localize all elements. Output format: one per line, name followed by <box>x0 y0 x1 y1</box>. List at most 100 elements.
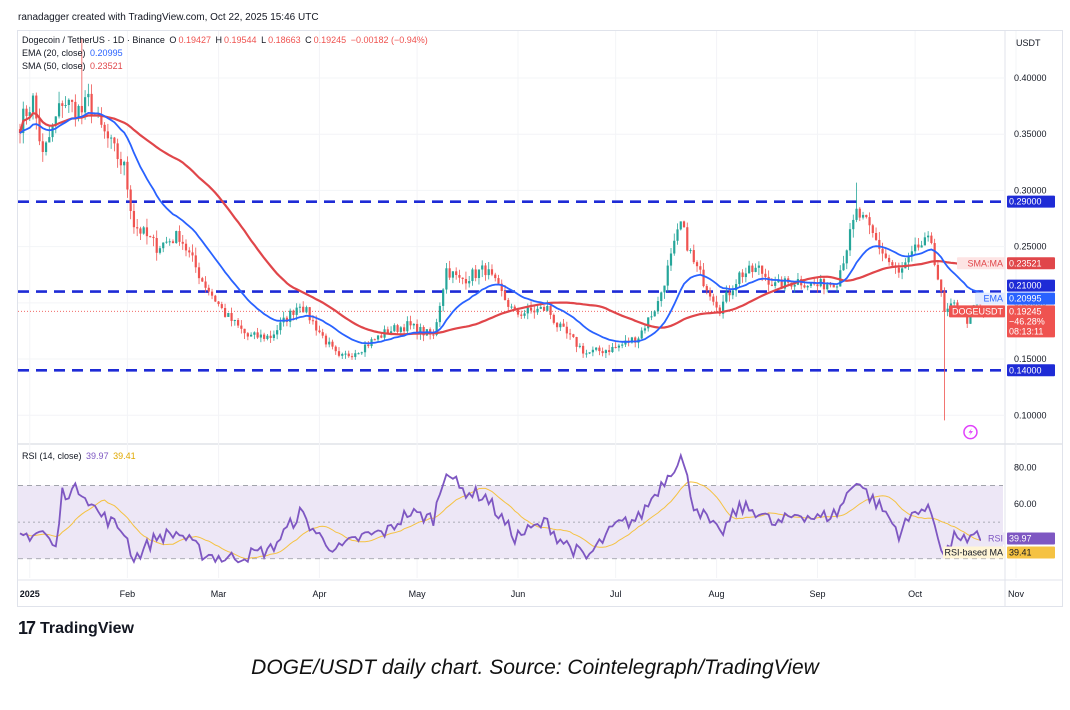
candle-up <box>165 241 168 243</box>
price-badges-layer: 0.290000.23521SMA:MA0.210000.20995EMA0.1… <box>943 195 1055 559</box>
candle-down <box>116 143 119 160</box>
sma-badge-tag: SMA:MA <box>967 258 1003 268</box>
rsi-band-fill <box>18 485 1003 559</box>
candle-down <box>80 105 83 113</box>
candle-down <box>188 250 191 253</box>
last-price-badge-text-1: −46.28% <box>1009 316 1045 326</box>
candle-down <box>507 300 510 307</box>
ohlc-close-label: C <box>305 35 312 45</box>
last-price-badge-text-2: 08:13:11 <box>1009 326 1043 336</box>
candle-up <box>676 229 679 241</box>
candle-down <box>832 284 835 288</box>
candle-up <box>123 161 126 166</box>
candle-up <box>354 353 357 357</box>
candle-down <box>214 295 217 302</box>
rsi-line <box>19 452 984 564</box>
rsi-ma-badge-bg <box>1007 546 1055 559</box>
candle-up <box>298 306 302 308</box>
candle-down <box>562 323 565 327</box>
candle-down <box>533 310 536 313</box>
time-tick-label: Sep <box>809 589 825 599</box>
ema-legend-label: EMA (20, close) <box>22 48 86 58</box>
candle-down <box>347 353 350 357</box>
rsi-badge-text-0: 39.97 <box>1009 533 1032 543</box>
candle-down <box>503 290 507 301</box>
candle-up <box>451 271 455 278</box>
ema-legend[interactable]: EMA (20, close) 0.20995 <box>22 47 125 60</box>
candle-down <box>331 341 334 347</box>
rsi-legend[interactable]: RSI (14, close) 39.97 39.41 <box>22 450 138 463</box>
rsi-badge-tag: RSI <box>988 533 1003 543</box>
figure-caption: DOGE/USDT daily chart. Source: Cointeleg… <box>251 656 819 679</box>
candle-up <box>487 269 490 276</box>
candle-up <box>28 112 31 117</box>
candle-down <box>761 265 764 274</box>
candle-down <box>106 131 109 139</box>
candle-down <box>217 301 220 305</box>
candle-up <box>51 124 54 138</box>
candle-up <box>389 331 393 334</box>
candle-down <box>943 291 946 312</box>
last-price-badge-tag: DOGEUSDT <box>952 306 1004 316</box>
candle-up <box>585 353 588 355</box>
candle-down <box>464 278 468 284</box>
candle-down <box>455 271 458 276</box>
candle-up <box>227 313 230 317</box>
candle-down <box>572 334 575 338</box>
price-tick-label: 0.10000 <box>1014 410 1047 420</box>
candle-down <box>367 344 370 347</box>
candle-down <box>764 273 767 277</box>
candle-up <box>393 325 396 332</box>
symbol-legend[interactable]: Dogecoin / TetherUS · 1D · Binance O 0.19… <box>22 34 430 47</box>
candle-down <box>871 225 874 234</box>
ohlc-high-label: H <box>215 35 223 45</box>
ohlc-open-label: O <box>169 35 177 45</box>
candle-up <box>842 263 845 271</box>
candle-down <box>484 265 487 276</box>
candle-up <box>757 265 760 268</box>
candle-down <box>751 265 754 272</box>
candle-down <box>741 272 744 278</box>
time-tick-label: Aug <box>709 589 725 599</box>
candle-up <box>419 327 422 335</box>
moving-averages-layer <box>18 111 985 345</box>
candle-up <box>656 301 660 312</box>
candle-down <box>767 276 770 285</box>
candle-up <box>344 353 347 355</box>
sma-legend[interactable]: SMA (50, close) 0.23521 <box>22 60 125 73</box>
candle-up <box>653 311 656 317</box>
candle-down <box>432 334 435 336</box>
candles-layer <box>18 39 985 421</box>
candle-down <box>458 275 461 278</box>
candle-up <box>399 327 402 332</box>
price-tick-label: 0.30000 <box>1014 185 1047 195</box>
candle-up <box>536 308 539 313</box>
candle-down <box>223 308 227 317</box>
ema-legend-value: 0.20995 <box>90 48 123 58</box>
price-axis-unit[interactable]: USDT <box>1016 38 1041 48</box>
candle-up <box>341 353 344 356</box>
candle-up <box>861 214 865 218</box>
candle-down <box>308 307 311 321</box>
sma-badge-tag-bg <box>957 257 1005 270</box>
candle-up <box>539 307 542 309</box>
candle-up <box>839 270 842 287</box>
candle-up <box>48 137 51 143</box>
candle-up <box>64 105 67 107</box>
sma-badge-bg <box>1007 257 1055 270</box>
candle-up <box>289 310 292 322</box>
candle-down <box>780 279 783 289</box>
candle-up <box>744 273 747 278</box>
candle-down <box>575 337 578 347</box>
candle-up <box>445 268 448 290</box>
candle-up <box>578 345 581 347</box>
candle-down <box>207 287 210 292</box>
candle-up <box>689 250 692 252</box>
candle-up <box>927 235 930 238</box>
candle-down <box>201 278 204 282</box>
candle-up <box>412 323 415 326</box>
candle-up <box>725 292 728 302</box>
candle-up <box>523 313 526 316</box>
candle-up <box>617 345 621 348</box>
